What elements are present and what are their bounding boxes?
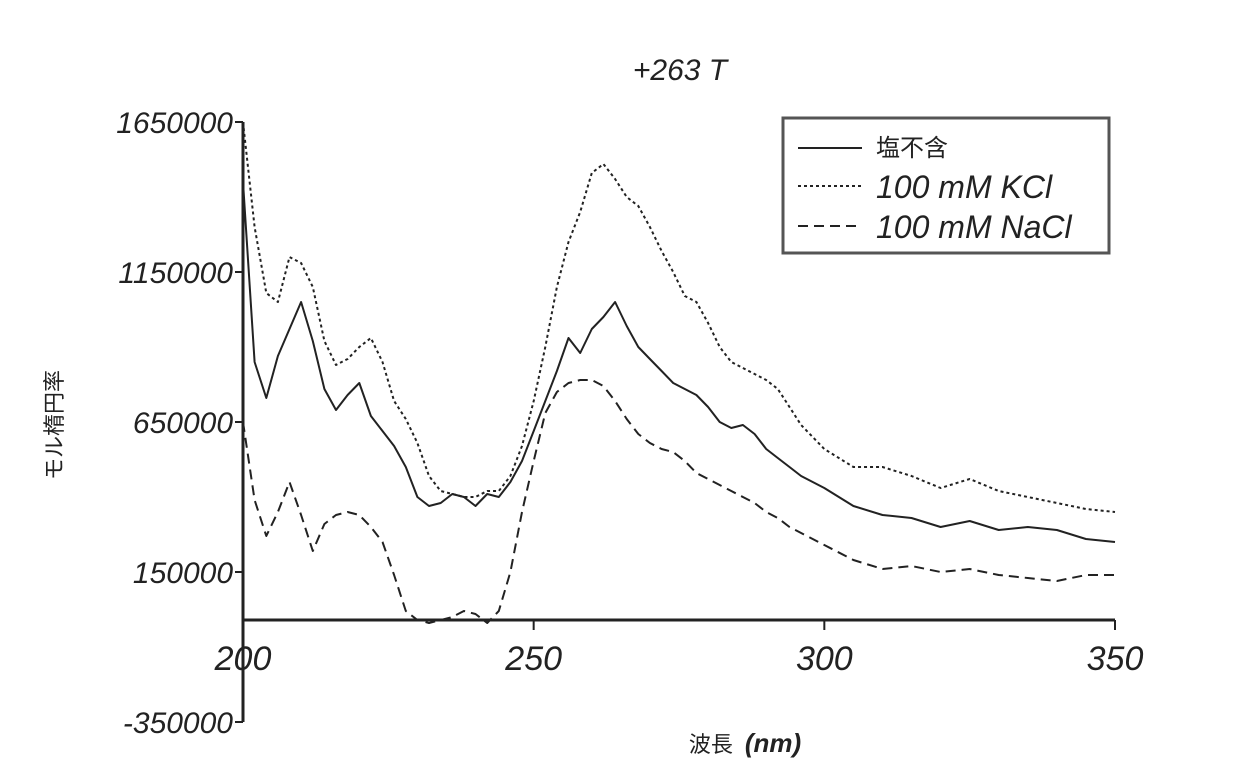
chart-title: +263 T bbox=[633, 54, 730, 87]
x-tick-label: 350 bbox=[1087, 640, 1144, 678]
x-axis-label-text: 波長 bbox=[689, 733, 733, 758]
y-tick-label: 1650000 bbox=[116, 107, 233, 140]
x-tick-label: 200 bbox=[214, 640, 272, 678]
y-tick-label: 150000 bbox=[133, 557, 233, 590]
x-tick-label: 250 bbox=[504, 640, 562, 678]
y-tick-label: 1150000 bbox=[118, 257, 233, 290]
y-axis-label: モル楕円率 bbox=[43, 370, 68, 480]
y-tick-label: -350000 bbox=[123, 707, 233, 740]
x-axis-label-unit: (nm) bbox=[745, 728, 801, 758]
legend-label-nacl: 100 mM NaCl bbox=[876, 209, 1073, 245]
x-axis-label: 波長 (nm) bbox=[689, 728, 801, 758]
x-tick-label: 300 bbox=[796, 640, 853, 678]
series-line-nacl bbox=[243, 380, 1115, 623]
legend-label-kcl: 100 mM KCl bbox=[876, 169, 1053, 205]
x-axis: 200 250 300 350 bbox=[214, 620, 1144, 678]
y-tick-label: 650000 bbox=[133, 407, 233, 440]
legend: 塩不含 100 mM KCl 100 mM NaCl bbox=[783, 118, 1109, 253]
legend-label-no-salt: 塩不含 bbox=[876, 134, 948, 162]
